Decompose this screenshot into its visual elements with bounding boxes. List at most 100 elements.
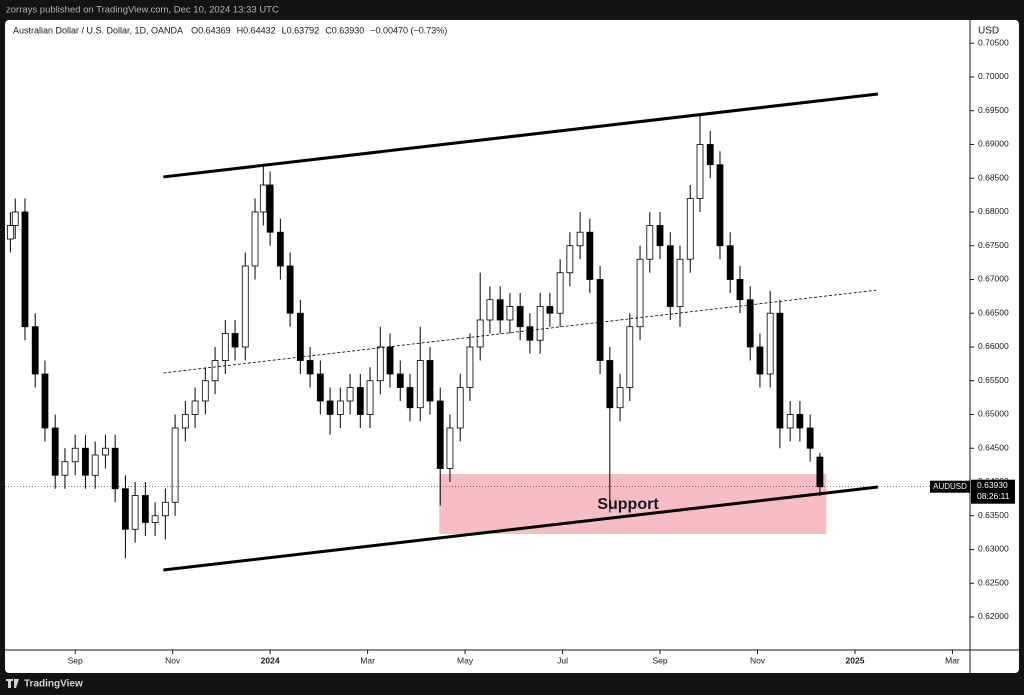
candle-body: [776, 312, 784, 429]
candle-body: [191, 400, 199, 415]
y-tick-label: 0.68500: [978, 172, 1009, 182]
ohlc-value: −0.00470 (−0.73%): [370, 25, 447, 35]
candle-body: [736, 279, 744, 301]
y-tick-label: 0.64500: [978, 442, 1009, 452]
candle-body: [386, 346, 394, 375]
price-badge: [971, 479, 1015, 504]
candle-body: [6, 225, 14, 240]
candle-body: [21, 211, 29, 328]
candle-body: [526, 326, 534, 341]
x-tick-label: Nov: [750, 655, 766, 665]
countdown: 08:26:11: [977, 491, 1010, 501]
publisher: zorrays published on TradingView.com, De…: [6, 5, 279, 16]
x-tick-label: Sep: [68, 655, 83, 665]
candle-body: [211, 360, 219, 382]
candle-body: [756, 346, 764, 375]
y-tick-label: 0.70500: [978, 37, 1009, 47]
ohlc-value: O0.64369: [191, 25, 231, 35]
candle-body: [356, 387, 364, 415]
y-tick-label: 0.68000: [978, 206, 1009, 216]
candle-body: [566, 245, 574, 274]
trendline: [163, 92, 879, 179]
x-tick-label: Mar: [360, 655, 375, 665]
candle-body: [259, 184, 267, 213]
candle-body: [626, 326, 634, 388]
candle-body: [616, 387, 624, 409]
candle-body: [726, 245, 734, 280]
x-tick-label: Jul: [557, 655, 568, 665]
candle-body: [171, 427, 179, 503]
candle-body: [82, 447, 89, 476]
candle-body: [446, 427, 454, 469]
y-tick-label: 0.66000: [978, 341, 1009, 351]
candle-body: [466, 346, 474, 388]
candle-body: [376, 346, 384, 382]
candle-body: [11, 211, 19, 226]
candle-body: [806, 427, 814, 449]
candle-body: [636, 258, 644, 328]
symbol-badge: [930, 480, 970, 493]
candle-body: [546, 306, 554, 314]
candle-body: [706, 144, 714, 166]
y-tick-label: 0.62500: [978, 577, 1009, 587]
candle-body: [121, 488, 129, 530]
candle-body: [201, 380, 209, 402]
candle-body: [141, 495, 149, 523]
x-tick-label: May: [457, 655, 474, 665]
candle-body: [306, 360, 314, 375]
last-price-label: 0.63930: [977, 480, 1008, 490]
candle-body: [406, 387, 414, 409]
x-tick-label: 2025: [846, 655, 865, 665]
y-tick-label: 0.65500: [978, 375, 1009, 385]
candle-body: [111, 447, 119, 490]
candle-body: [766, 312, 774, 375]
candle-body: [666, 245, 674, 307]
symbol-label: AUDUSD: [933, 482, 967, 491]
candle-body: [496, 299, 504, 321]
candle-body: [576, 231, 584, 247]
candle-body: [241, 265, 249, 348]
y-tick-label: 0.63500: [978, 510, 1009, 520]
candle-body: [596, 279, 604, 361]
currency: USD: [978, 26, 999, 37]
candle-body: [796, 414, 804, 429]
candle-body: [516, 306, 524, 328]
candle-body: [366, 380, 374, 415]
candle-body: [91, 454, 99, 476]
support-label: Support: [597, 496, 659, 513]
candle-body: [476, 319, 484, 348]
candle-body: [686, 198, 694, 260]
brand-logo: [6, 679, 19, 688]
candle-body: [61, 461, 69, 476]
candle-body: [696, 144, 704, 199]
candle-body: [586, 231, 594, 280]
candle-body: [286, 265, 294, 314]
candle-body: [101, 447, 109, 456]
candle-body: [231, 333, 239, 348]
candle-body: [31, 326, 39, 375]
candle-body: [536, 306, 544, 341]
support-zone: [439, 473, 827, 534]
candle-body: [426, 360, 434, 402]
candle-body: [346, 387, 354, 402]
candle-body: [486, 299, 494, 321]
candle-body: [326, 400, 334, 415]
candle-body: [266, 184, 274, 233]
candle-body: [506, 306, 514, 321]
x-tick-label: 2024: [261, 655, 280, 665]
ohlc-value: C0.63930: [325, 25, 364, 35]
candle-body: [151, 515, 159, 523]
x-tick-label: Mar: [945, 655, 960, 665]
x-tick-label: Sep: [652, 655, 667, 665]
y-tick-label: 0.62000: [978, 611, 1009, 621]
candle-body: [656, 225, 664, 247]
chart-panel: [5, 20, 1019, 673]
candle-body: [276, 231, 284, 267]
candle-body: [251, 211, 259, 267]
candle-body: [131, 495, 139, 530]
x-tick-label: Nov: [165, 655, 181, 665]
candle-body: [746, 299, 754, 348]
y-tick-label: 0.70000: [978, 71, 1009, 81]
